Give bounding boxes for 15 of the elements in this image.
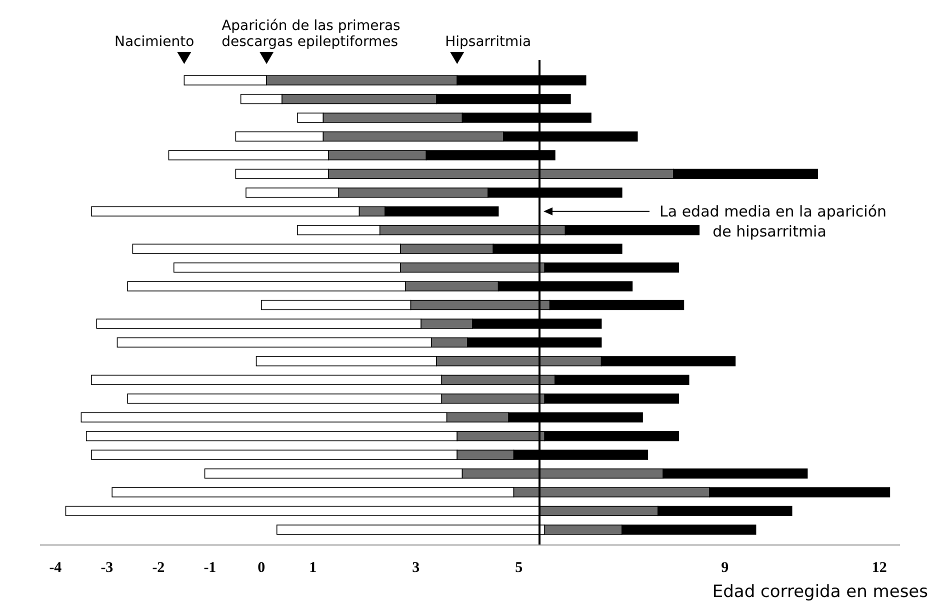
x-tick-label: 3	[412, 560, 420, 576]
x-tick-label: -4	[49, 560, 62, 576]
x-tick-label: -1	[204, 560, 216, 576]
x-tick-label: 5	[515, 560, 523, 576]
x-tick-label: 9	[721, 560, 729, 576]
x-axis-title: Edad corregida en meses	[712, 582, 928, 602]
x-tick-label: 0	[258, 560, 266, 576]
x-tick-label: 1	[309, 560, 317, 576]
x-tick-label: -3	[100, 560, 114, 576]
ref-line-label: La edad media en la aparición de hipsarritmia	[660, 202, 887, 240]
x-tick-label: 12	[872, 560, 887, 576]
text: Hipsarritmia	[445, 34, 532, 50]
text: Nacimiento	[114, 34, 194, 50]
x-tick-label: -2	[152, 560, 165, 576]
text: Aparición de las primeras descargas epileptiformes	[222, 18, 400, 50]
